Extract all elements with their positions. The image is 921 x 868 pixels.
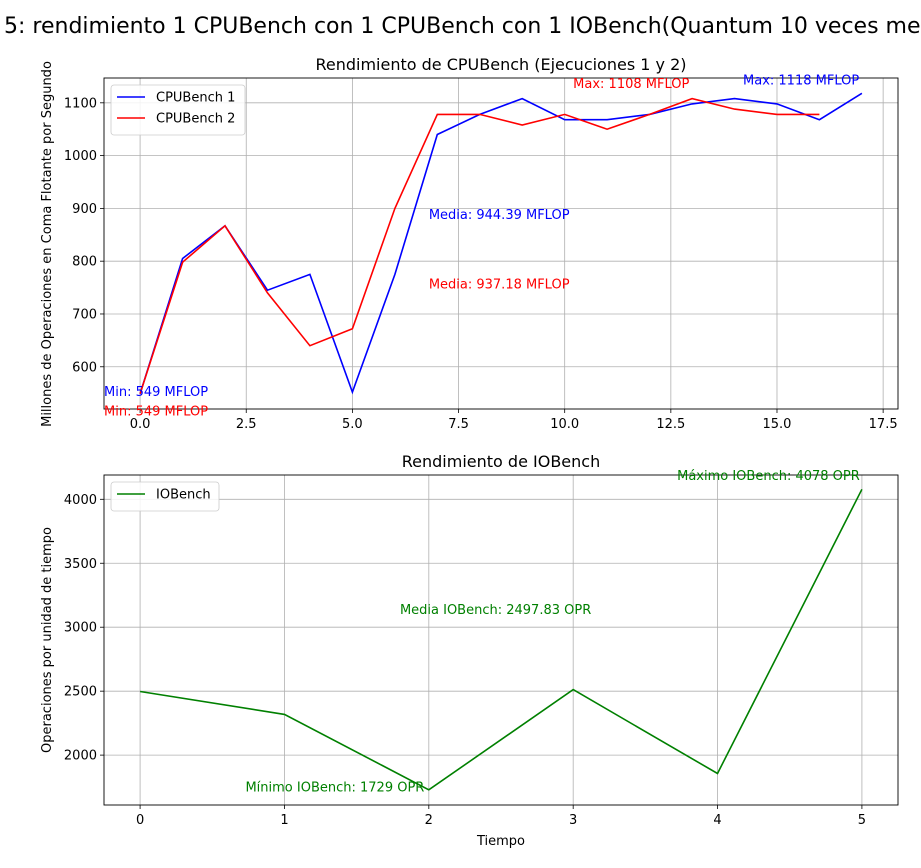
figure-title: 5: rendimiento 1 CPUBench con 1 CPUBench… — [4, 14, 921, 39]
iobench-y-tick-label: 3000 — [64, 621, 97, 636]
iobench-series-line-1 — [139, 488, 863, 791]
iobench-chart: Rendimiento de IOBench Operaciones por u… — [40, 452, 899, 849]
cpubench-y-tick-label: 700 — [72, 307, 97, 322]
cpubench-x-tick-label: 12.5 — [656, 417, 685, 432]
iobench-x-tick-label: 0 — [136, 813, 144, 828]
cpubench-y-tick-label: 1000 — [64, 149, 97, 164]
cpubench-y-tick-label: 900 — [72, 202, 97, 217]
iobench-y-axis-label: Operaciones por unidad de tiempo — [40, 527, 55, 753]
iobench-axes-frame — [103, 474, 899, 806]
iobench-y-tick-label: 3500 — [64, 557, 97, 572]
cpubench-x-tick-label: 17.5 — [869, 417, 898, 432]
cpubench-annotation: Media: 944.39 MFLOP — [429, 208, 570, 223]
cpubench-y-tick-label: 1100 — [64, 96, 97, 111]
iobench-legend-label: IOBench — [156, 488, 211, 503]
cpubench-legend-label: CPUBench 2 — [156, 112, 235, 127]
cpubench-annotation: Max: 1108 MFLOP — [573, 77, 689, 92]
iobench-y-tick-label: 4000 — [64, 493, 97, 508]
iobench-annotation: Mínimo IOBench: 1729 OPR — [245, 780, 424, 795]
cpubench-legend: CPUBench 1 CPUBench 2 — [110, 84, 246, 136]
iobench-x-tick-label: 1 — [280, 813, 288, 828]
iobench-legend: IOBench — [110, 481, 220, 512]
iobench-y-tick-label: 2500 — [64, 685, 97, 700]
iobench-x-tick-label: 2 — [425, 813, 433, 828]
cpubench-x-tick-label: 2.5 — [236, 417, 257, 432]
cpubench-x-tick-label: 0.0 — [130, 417, 151, 432]
cpubench-chart-title: Rendimiento de CPUBench (Ejecuciones 1 y… — [315, 55, 686, 74]
cpubench-annotation: Max: 1118 MFLOP — [743, 74, 859, 89]
cpubench-axes-frame — [103, 77, 899, 410]
iobench-x-tick-label: 3 — [569, 813, 577, 828]
cpubench-series-line-2 — [139, 97, 820, 394]
cpubench-x-tick-label: 15.0 — [763, 417, 792, 432]
iobench-y-tick-label: 2000 — [64, 749, 97, 764]
iobench-annotation: Media IOBench: 2497.83 OPR — [400, 603, 591, 618]
cpubench-annotation: Min: 549 MFLOP — [104, 385, 208, 400]
cpubench-annotation: Media: 937.18 MFLOP — [429, 277, 570, 292]
cpubench-annotation: Min: 549 MFLOP — [104, 405, 208, 420]
iobench-annotation: Máximo IOBench: 4078 OPR — [677, 469, 860, 484]
cpubench-x-tick-label: 5.0 — [342, 417, 363, 432]
iobench-x-axis-label: Tiempo — [476, 834, 525, 849]
iobench-x-tick-label: 4 — [713, 813, 721, 828]
cpubench-x-tick-label: 7.5 — [448, 417, 469, 432]
iobench-legend-box — [110, 481, 220, 512]
iobench-x-tick-label: 5 — [858, 813, 866, 828]
cpubench-y-axis-label: Millones de Operaciones en Coma Flotante… — [40, 61, 55, 427]
cpubench-x-tick-label: 10.0 — [550, 417, 579, 432]
iobench-chart-title: Rendimiento de IOBench — [402, 452, 600, 471]
cpubench-chart: Rendimiento de CPUBench (Ejecuciones 1 y… — [40, 55, 899, 432]
cpubench-y-tick-label: 800 — [72, 255, 97, 270]
iobench-grid — [104, 475, 898, 805]
cpubench-series-line-1 — [139, 92, 863, 395]
cpubench-y-tick-label: 600 — [72, 360, 97, 375]
cpubench-legend-label: CPUBench 1 — [156, 91, 235, 106]
